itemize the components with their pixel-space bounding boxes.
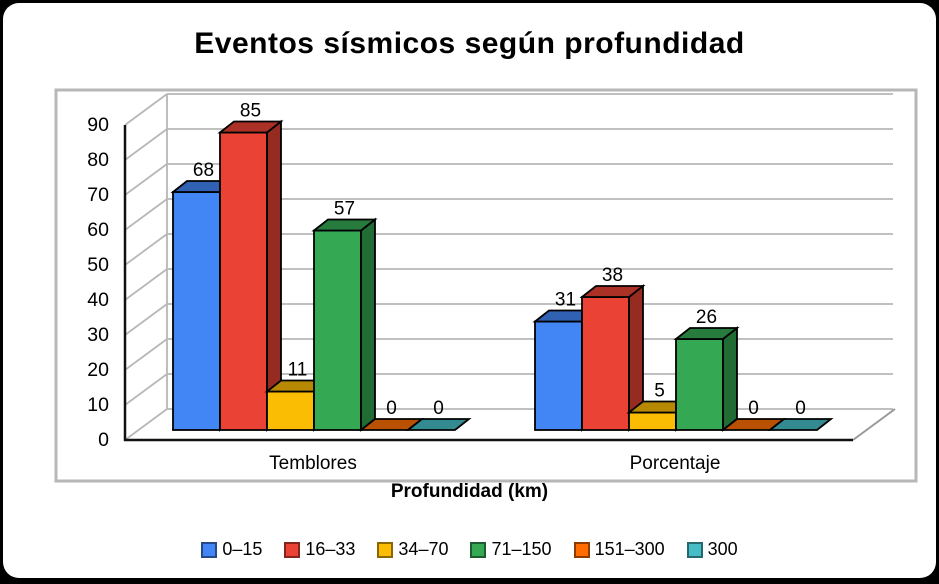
data-label: 85 — [240, 101, 261, 122]
category-label: Temblores — [269, 453, 357, 474]
legend: 0–15 16–33 34–70 71–150 151–300 300 — [3, 539, 936, 560]
legend-marker — [686, 541, 703, 558]
plot-border — [54, 88, 918, 483]
y-tick-label: 70 — [87, 184, 109, 206]
y-tick-label: 90 — [87, 114, 109, 136]
y-tick-label: 50 — [87, 254, 109, 276]
data-label: 38 — [602, 265, 623, 286]
x-axis-title: Profundidad (km) — [390, 481, 549, 502]
chart-card: Eventos sísmicos según profundidad 0 10 20… — [3, 3, 936, 578]
legend-label: 34–70 — [398, 539, 449, 559]
y-tick-label: 0 — [98, 429, 109, 451]
bar-Porcentaje-71–150: 26 — [673, 307, 740, 432]
y-tick-label: 10 — [87, 394, 109, 416]
data-label: 5 — [654, 381, 665, 402]
y-tick-label: 20 — [87, 359, 109, 381]
data-label: 0 — [795, 398, 806, 419]
legend-label: 0–15 — [222, 539, 263, 559]
legend-marker — [201, 541, 218, 558]
bar-Porcentaje-16–33: 38 — [579, 265, 646, 432]
data-label: 26 — [696, 307, 717, 328]
legend-marker — [573, 541, 590, 558]
category-label: Porcentaje — [630, 453, 721, 474]
legend-marker — [284, 541, 301, 558]
data-label: 0 — [433, 398, 444, 419]
legend-item: 0–15 — [201, 539, 262, 560]
legend-item: 300 — [686, 539, 738, 560]
legend-label: 300 — [707, 539, 738, 559]
legend-item: 151–300 — [573, 539, 665, 560]
y-tick-label: 40 — [87, 289, 109, 311]
data-label: 31 — [555, 290, 576, 311]
floor-right-edge — [852, 408, 896, 441]
legend-item: 34–70 — [377, 539, 448, 560]
y-tick-label: 60 — [87, 219, 109, 241]
chart-title: Eventos sísmicos según profundidad — [194, 27, 745, 60]
data-label: 0 — [748, 398, 759, 419]
data-label: 11 — [288, 360, 308, 381]
data-label: 0 — [386, 398, 397, 419]
legend-label: 16–33 — [305, 539, 356, 559]
bar-Porcentaje-300: 0 — [767, 398, 834, 431]
bar-Temblores-300: 0 — [405, 398, 472, 431]
legend-item: 71–150 — [470, 539, 552, 560]
y-tick-label: 30 — [87, 324, 109, 346]
legend-label: 71–150 — [491, 539, 552, 559]
legend-item: 16–33 — [284, 539, 355, 560]
legend-label: 151–300 — [594, 539, 665, 559]
y-tick-label: 80 — [87, 149, 109, 171]
data-label: 57 — [334, 199, 355, 220]
legend-marker — [377, 541, 394, 558]
bar-Temblores-71–150: 57 — [311, 199, 378, 432]
data-label: 68 — [193, 160, 214, 181]
bar-Temblores-16–33: 85 — [217, 101, 284, 432]
legend-marker — [470, 541, 487, 558]
